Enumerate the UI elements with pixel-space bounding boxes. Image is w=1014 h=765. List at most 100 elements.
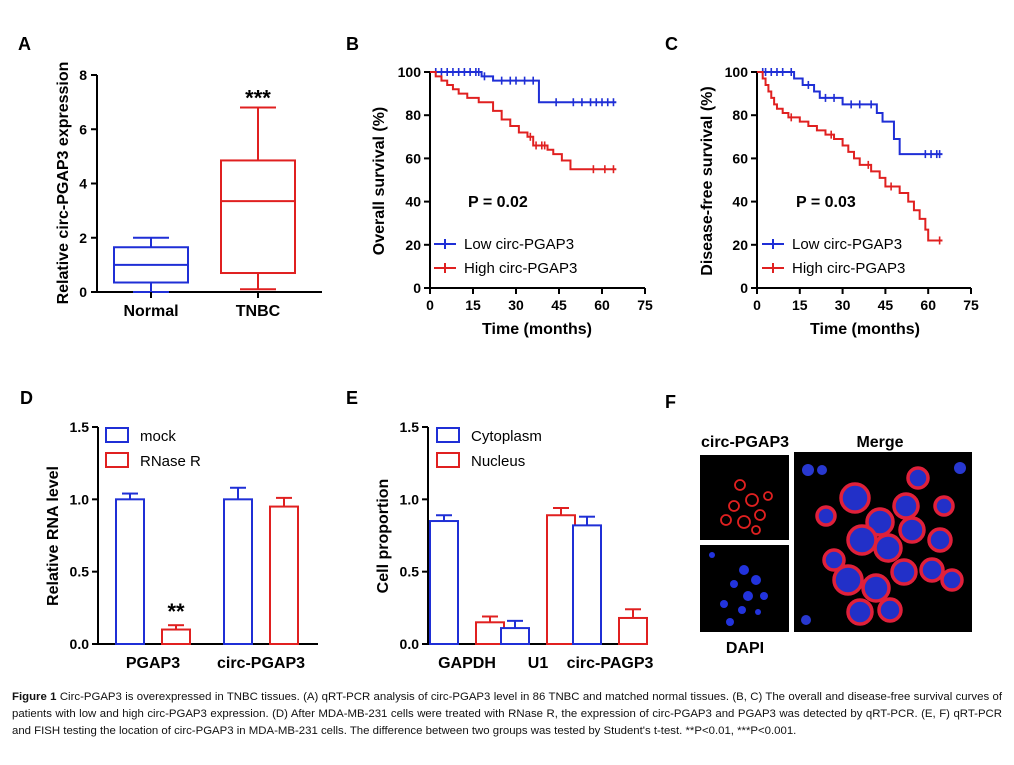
panel-d-barchart: Relative RNA level 0.0 0.5 1.0 1.5 PGAP3 circ…: [45, 419, 318, 672]
dapi-nucleus: [720, 600, 728, 608]
panel-e-ylabel: Cell proportion: [375, 479, 392, 594]
survival-curve-low: [430, 71, 617, 104]
merge-cell-nucleus: [954, 462, 966, 474]
merge-cell: [890, 558, 918, 586]
fish-signal: [754, 509, 766, 521]
merge-cell: [919, 557, 945, 583]
bar: [223, 498, 253, 646]
survival-curve-high: [757, 71, 943, 242]
y-tick-label: 1.5: [400, 419, 420, 435]
panel-d-label: D: [20, 388, 33, 408]
x-tick-label: 75: [963, 297, 979, 313]
legend-label: Low circ-PGAP3: [792, 236, 902, 253]
y-tick-label: 0.5: [400, 564, 420, 580]
x-tick-label: circ-PGAP3: [217, 655, 305, 672]
y-tick-label: 1.0: [400, 491, 420, 507]
bar: [269, 505, 299, 646]
y-tick-label: 100: [398, 64, 422, 80]
survival-curve-high: [430, 71, 617, 171]
panel-a-boxplot: Relative circ-PGAP3 expression 0 2 4 6 8 Norm…: [55, 62, 322, 320]
y-tick-label: 80: [405, 107, 421, 123]
merge-cell: [906, 466, 930, 490]
y-tick-label: 0: [413, 280, 421, 296]
x-tick-label: 0: [753, 297, 761, 313]
merge-cell: [846, 524, 878, 556]
merge-cell: [873, 533, 903, 563]
panel-c-ylabel: Disease-free survival (%): [699, 86, 716, 275]
merge-cell: [877, 597, 903, 623]
panel-c-survival: Disease-free survival (%) Time (months) …: [699, 64, 979, 338]
merge-cell-nucleus: [817, 465, 827, 475]
x-tick-label: 15: [792, 297, 808, 313]
dapi-nucleus: [726, 618, 734, 626]
legend-label: RNase R: [140, 453, 201, 470]
dapi-nucleus: [743, 591, 753, 601]
legend-swatch: [436, 427, 460, 443]
bar: [618, 616, 648, 646]
figure-caption: Figure 1 Circ-PGAP3 is overexpressed in …: [12, 689, 1002, 740]
y-tick-label: 8: [79, 67, 87, 83]
y-tick-label: 0.0: [400, 636, 420, 652]
merge-cell: [940, 568, 964, 592]
legend-label: High circ-PGAP3: [464, 260, 577, 277]
x-tick-label: circ-PAGP3: [567, 655, 654, 672]
fish-signal: [728, 500, 740, 512]
y-tick-label: 20: [732, 237, 748, 253]
y-tick-label: 20: [405, 237, 421, 253]
panel-f-label-merge: Merge: [856, 434, 903, 451]
merge-cell: [815, 505, 837, 527]
legend-label: High circ-PGAP3: [792, 260, 905, 277]
bar: [475, 621, 505, 645]
y-tick-label: 40: [732, 194, 748, 210]
panel-b-pvalue: P = 0.02: [468, 194, 528, 211]
dapi-nucleus: [760, 592, 768, 600]
legend-swatch: [436, 452, 460, 468]
x-tick-label: GAPDH: [438, 655, 496, 672]
dapi-nucleus: [738, 606, 746, 614]
y-tick-label: 0.0: [70, 636, 90, 652]
bar: [161, 628, 191, 645]
merge-cell: [861, 573, 891, 603]
legend-swatch: [105, 427, 129, 443]
panel-a-ylabel: Relative circ-PGAP3 expression: [55, 62, 72, 305]
x-tick-label: 60: [594, 297, 610, 313]
merge-cell: [933, 495, 955, 517]
panel-f-label-dapi: DAPI: [726, 640, 764, 657]
y-tick-label: 0.5: [70, 564, 90, 580]
dapi-nucleus: [709, 552, 715, 558]
dapi-nucleus: [739, 565, 749, 575]
x-tick-label: 30: [835, 297, 851, 313]
x-tick-label: 45: [551, 297, 567, 313]
caption-figure-label: Figure 1: [12, 691, 57, 703]
x-tick-label: 75: [637, 297, 653, 313]
legend-label: Cytoplasm: [471, 428, 542, 445]
caption-text: Circ-PGAP3 is overexpressed in TNBC tiss…: [12, 691, 1002, 737]
fish-signal: [745, 493, 759, 507]
significance-annotation: **: [167, 599, 185, 624]
figure-1: A B C D E F Relative circ-PGAP3 expressi…: [18, 34, 979, 672]
merge-cell: [822, 548, 846, 572]
y-tick-label: 100: [725, 64, 749, 80]
bar: [500, 627, 530, 646]
y-tick-label: 0: [740, 280, 748, 296]
bar: [115, 498, 145, 646]
significance-annotation: ***: [245, 86, 271, 111]
fish-signal: [734, 479, 746, 491]
bar: [429, 520, 459, 645]
merge-cell: [865, 507, 895, 537]
panel-a-label: A: [18, 34, 31, 54]
panel-b-label: B: [346, 34, 359, 54]
x-tick-label: 30: [508, 297, 524, 313]
survival-curve-low: [757, 71, 943, 156]
panel-c-xlabel: Time (months): [810, 321, 920, 338]
panel-e-label: E: [346, 388, 358, 408]
bar: [546, 514, 576, 645]
micrograph-dapi: [700, 545, 789, 632]
x-tick-label: PGAP3: [126, 655, 180, 672]
micrograph-circ-pgap3: [700, 455, 789, 540]
box-iqr: [220, 159, 296, 275]
legend-label: Low circ-PGAP3: [464, 236, 574, 253]
y-tick-label: 1.0: [70, 491, 90, 507]
panel-b-survival: Overall survival (%) Time (months) P = 0…: [371, 64, 653, 338]
y-tick-label: 40: [405, 194, 421, 210]
